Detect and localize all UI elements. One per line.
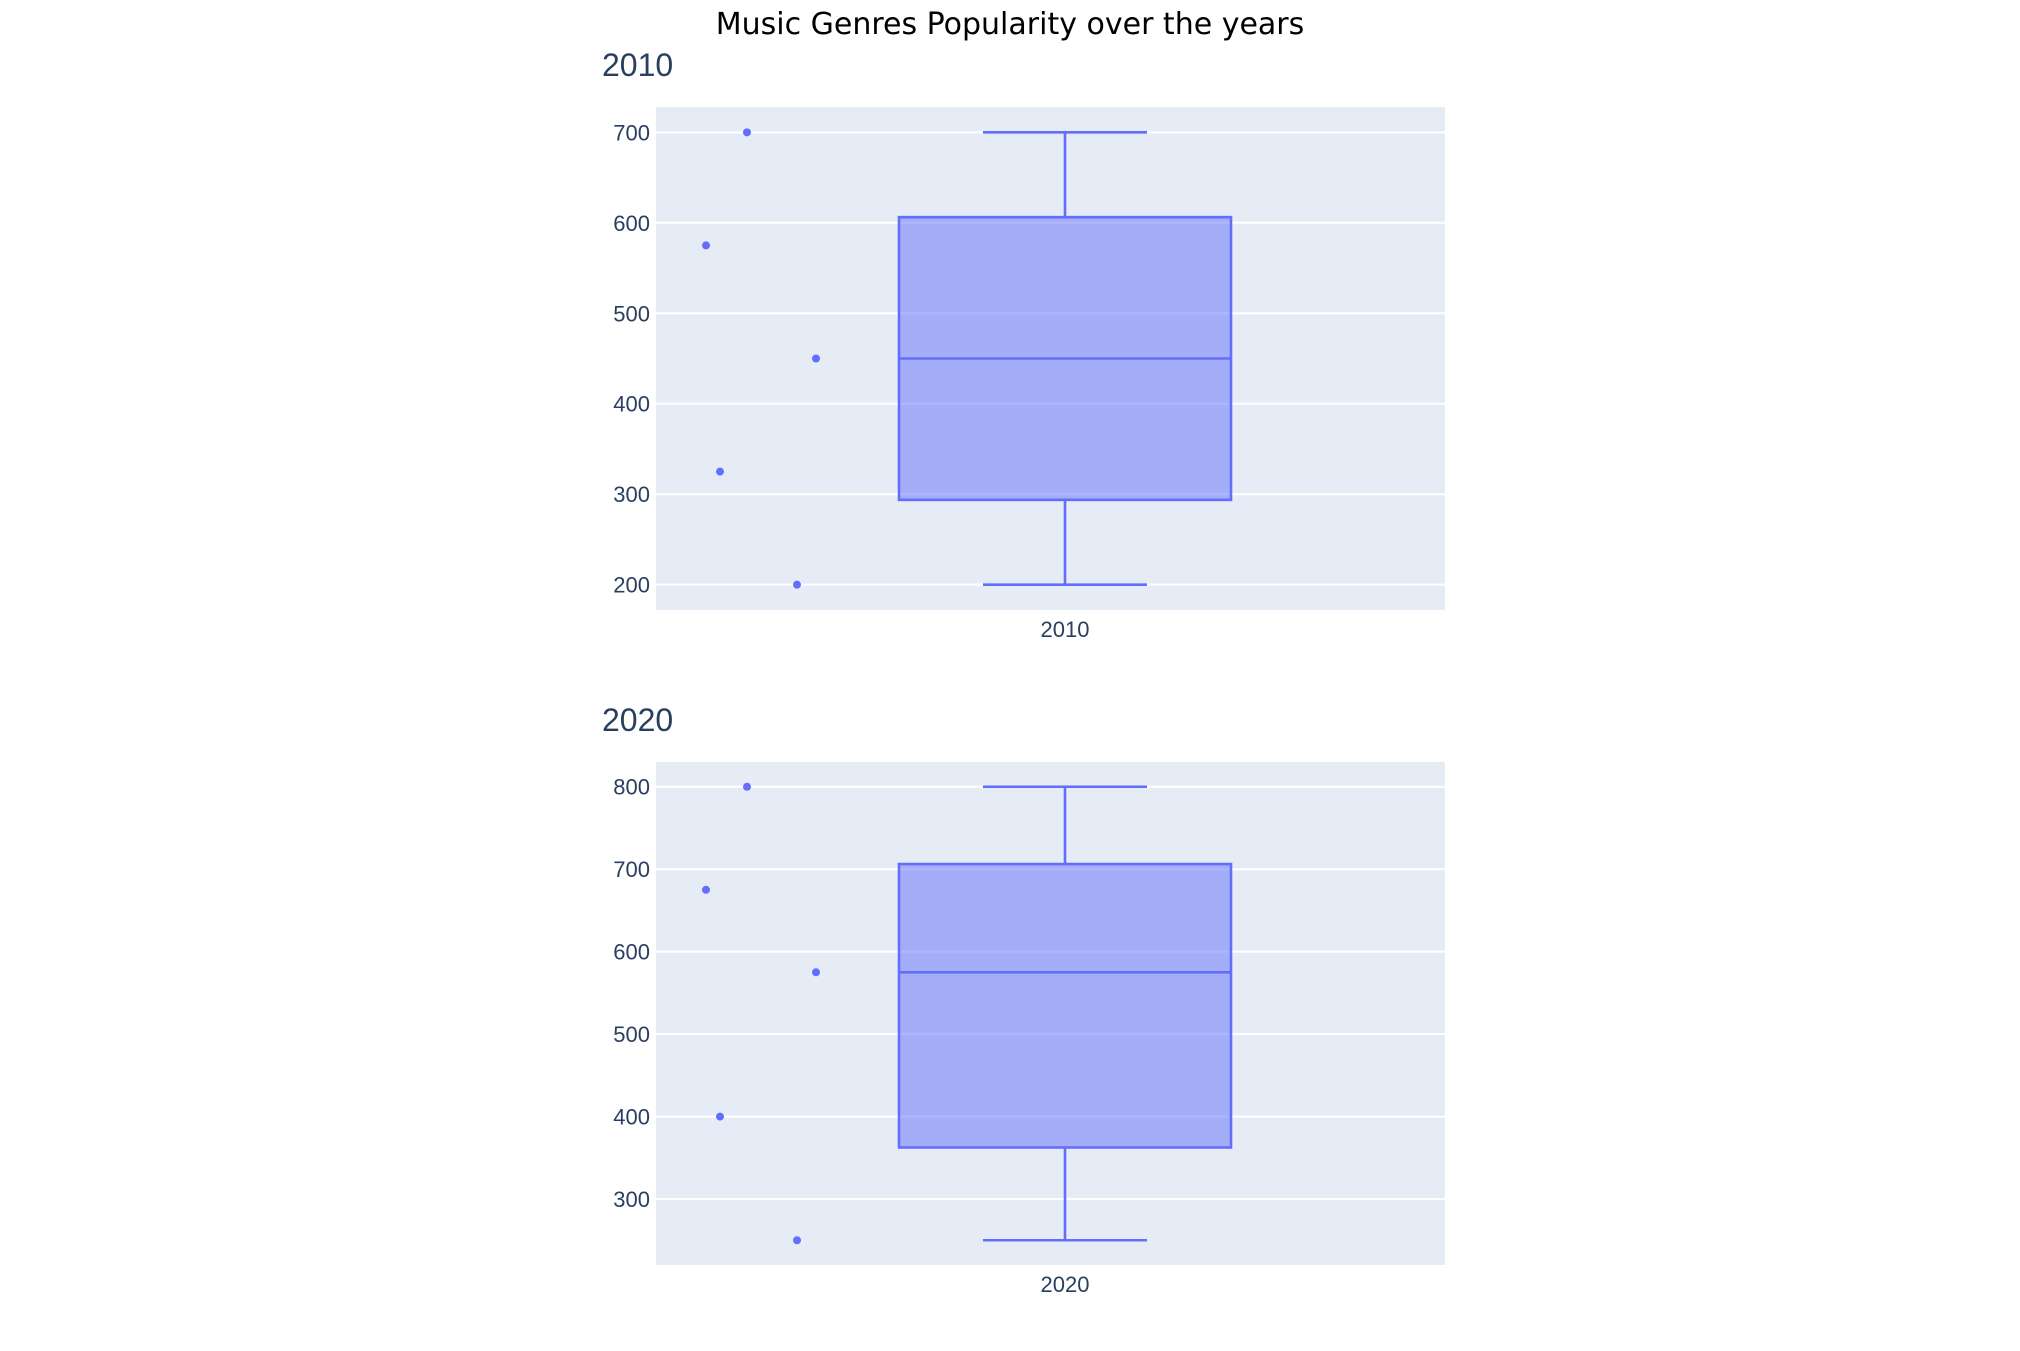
subplot-title-2010: 2010 (602, 47, 673, 83)
data-point (716, 467, 724, 476)
data-point (716, 1112, 724, 1121)
data-point (702, 241, 710, 250)
data-point (793, 1236, 801, 1245)
y-tick-label: 500 (613, 1022, 650, 1047)
data-point (743, 128, 751, 137)
subplot-title-2020: 2020 (602, 702, 673, 738)
y-tick-label: 600 (613, 940, 650, 965)
subplot-2020: 2020 300 400 500 600 700 800 2020 (602, 702, 1445, 1297)
points-2020 (702, 782, 820, 1245)
points-2010 (702, 128, 820, 589)
subplot-2010: 2010 200 300 400 500 600 700 2010 (602, 47, 1445, 642)
y-tick-label: 200 (613, 573, 650, 598)
y-tick-label: 700 (613, 120, 650, 145)
y-tick-label: 700 (613, 857, 650, 882)
y-tick-label: 600 (613, 211, 650, 236)
y-tick-label: 300 (613, 1187, 650, 1212)
data-point (793, 580, 801, 589)
box-2020[interactable] (897, 785, 1233, 1242)
y-tick-label: 800 (613, 775, 650, 800)
x-tick-label-2010: 2010 (1041, 617, 1090, 642)
data-point (812, 968, 820, 977)
box-2010[interactable] (897, 131, 1233, 586)
y-tick-label: 400 (613, 1105, 650, 1130)
iqr-box (897, 862, 1233, 1149)
data-point (812, 354, 820, 363)
chart-title: Music Genres Popularity over the years (716, 7, 1305, 42)
y-tick-label: 400 (613, 392, 650, 417)
y-tick-label: 300 (613, 482, 650, 507)
y-tick-labels-2010: 200 300 400 500 600 700 (613, 120, 650, 597)
y-tick-labels-2020: 300 400 500 600 700 800 (613, 775, 650, 1212)
data-point (743, 782, 751, 791)
data-point (702, 885, 710, 894)
y-tick-label: 500 (613, 301, 650, 326)
x-tick-label-2020: 2020 (1041, 1272, 1090, 1297)
